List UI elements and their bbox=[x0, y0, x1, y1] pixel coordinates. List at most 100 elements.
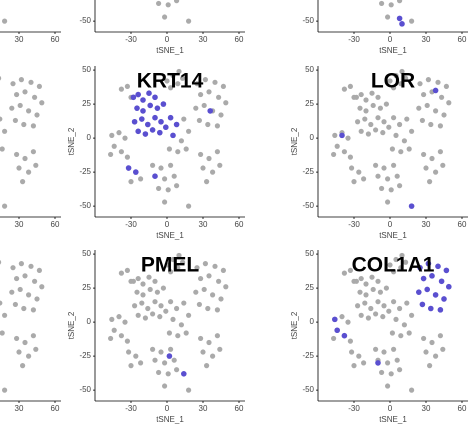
y-axis-label: tSNE_2 bbox=[290, 311, 299, 339]
expressing-cell bbox=[131, 118, 138, 125]
cell-point bbox=[404, 300, 410, 306]
cell-point bbox=[28, 79, 34, 85]
cell-point bbox=[397, 183, 403, 189]
cell-point bbox=[397, 0, 403, 4]
cell-point bbox=[398, 81, 404, 87]
expressing-cell bbox=[428, 305, 434, 312]
cell-point bbox=[433, 169, 439, 175]
cell-point bbox=[341, 270, 347, 276]
cell-point bbox=[437, 123, 443, 129]
cell-point bbox=[437, 149, 443, 155]
expressing-cell bbox=[173, 121, 180, 128]
cell-point bbox=[14, 335, 20, 342]
expressing-cell bbox=[341, 332, 348, 339]
cell-point bbox=[357, 289, 363, 295]
cell-point bbox=[158, 165, 164, 171]
cell-point bbox=[183, 146, 189, 152]
cell-point bbox=[0, 260, 2, 265]
cell-point bbox=[212, 79, 218, 85]
cell-point bbox=[116, 130, 122, 136]
cell-point bbox=[406, 146, 412, 152]
expressing-cell bbox=[419, 301, 426, 308]
cell-point bbox=[397, 367, 403, 373]
cell-point bbox=[425, 77, 431, 83]
x-tick-label: 0 bbox=[165, 220, 170, 229]
x-tick-label: 30 bbox=[15, 35, 24, 44]
expressing-cell bbox=[396, 15, 403, 22]
cell-point bbox=[174, 183, 180, 189]
cell-point bbox=[351, 179, 357, 185]
x-axis-label: tSNE_1 bbox=[379, 415, 407, 424]
cell-point bbox=[429, 339, 435, 346]
x-tick-label: 0 bbox=[388, 35, 393, 44]
expressing-cell bbox=[140, 97, 146, 103]
x-axis-label: tSNE_1 bbox=[156, 231, 184, 240]
expressing-cell bbox=[429, 273, 435, 279]
cell-point bbox=[385, 360, 391, 366]
cell-point bbox=[139, 300, 145, 306]
cell-point bbox=[181, 300, 187, 306]
cell-point bbox=[429, 155, 435, 162]
cell-point bbox=[194, 265, 200, 271]
cell-point bbox=[357, 105, 363, 111]
cell-point bbox=[186, 387, 192, 393]
cell-point bbox=[2, 387, 8, 393]
panel-title: COL1A1 bbox=[352, 254, 435, 277]
y-tick-label: -50 bbox=[302, 201, 314, 210]
cell-point bbox=[424, 102, 430, 109]
cell-point bbox=[170, 72, 176, 79]
expressing-cell bbox=[420, 275, 427, 282]
cell-point bbox=[223, 284, 229, 290]
y-tick-label: 0 bbox=[310, 317, 315, 326]
y-tick-label: 50 bbox=[305, 65, 314, 74]
cell-point bbox=[124, 154, 130, 160]
cell-point bbox=[164, 78, 170, 84]
cell-point bbox=[2, 128, 8, 134]
cell-point bbox=[22, 339, 28, 346]
panel-title: KRT14 bbox=[137, 70, 204, 93]
cell-point bbox=[16, 349, 22, 355]
cell-point bbox=[358, 128, 364, 134]
cell-point bbox=[389, 330, 395, 336]
x-tick-label: 30 bbox=[199, 220, 208, 229]
cell-point bbox=[39, 284, 45, 290]
cell-point bbox=[381, 165, 387, 171]
cell-point bbox=[128, 363, 134, 369]
cell-point bbox=[204, 363, 210, 369]
cell-point bbox=[214, 307, 220, 313]
expressing-cell bbox=[170, 132, 176, 139]
cell-point bbox=[147, 286, 153, 293]
cell-point bbox=[218, 296, 224, 302]
cell-point bbox=[386, 124, 392, 130]
cell-point bbox=[198, 275, 204, 282]
cell-point bbox=[22, 273, 28, 279]
x-tick-label: 30 bbox=[15, 404, 24, 413]
cell-point bbox=[163, 308, 169, 314]
x-tick-label: 30 bbox=[199, 35, 208, 44]
cell-point bbox=[362, 116, 368, 122]
cell-point bbox=[156, 0, 162, 7]
cell-point bbox=[152, 278, 158, 284]
cell-point bbox=[166, 330, 172, 336]
cell-point bbox=[0, 116, 3, 122]
expressing-cell bbox=[417, 264, 423, 271]
y-tick-label: 50 bbox=[82, 65, 91, 74]
expressing-cell bbox=[152, 114, 158, 121]
cell-point bbox=[220, 267, 226, 274]
cell-point bbox=[111, 327, 117, 333]
cell-point bbox=[180, 259, 186, 265]
cell-point bbox=[108, 151, 114, 158]
x-tick-label: 60 bbox=[51, 404, 60, 413]
cell-point bbox=[16, 165, 22, 171]
cell-point bbox=[198, 91, 204, 98]
cell-point bbox=[206, 155, 212, 162]
cell-point bbox=[421, 91, 427, 98]
cell-point bbox=[196, 117, 202, 124]
cell-point bbox=[36, 267, 43, 274]
expressing-cell bbox=[181, 370, 187, 377]
cell-point bbox=[178, 322, 184, 328]
expressing-cell bbox=[139, 116, 145, 122]
cell-point bbox=[379, 369, 385, 376]
cell-point bbox=[14, 91, 20, 98]
cell-point bbox=[156, 369, 162, 376]
